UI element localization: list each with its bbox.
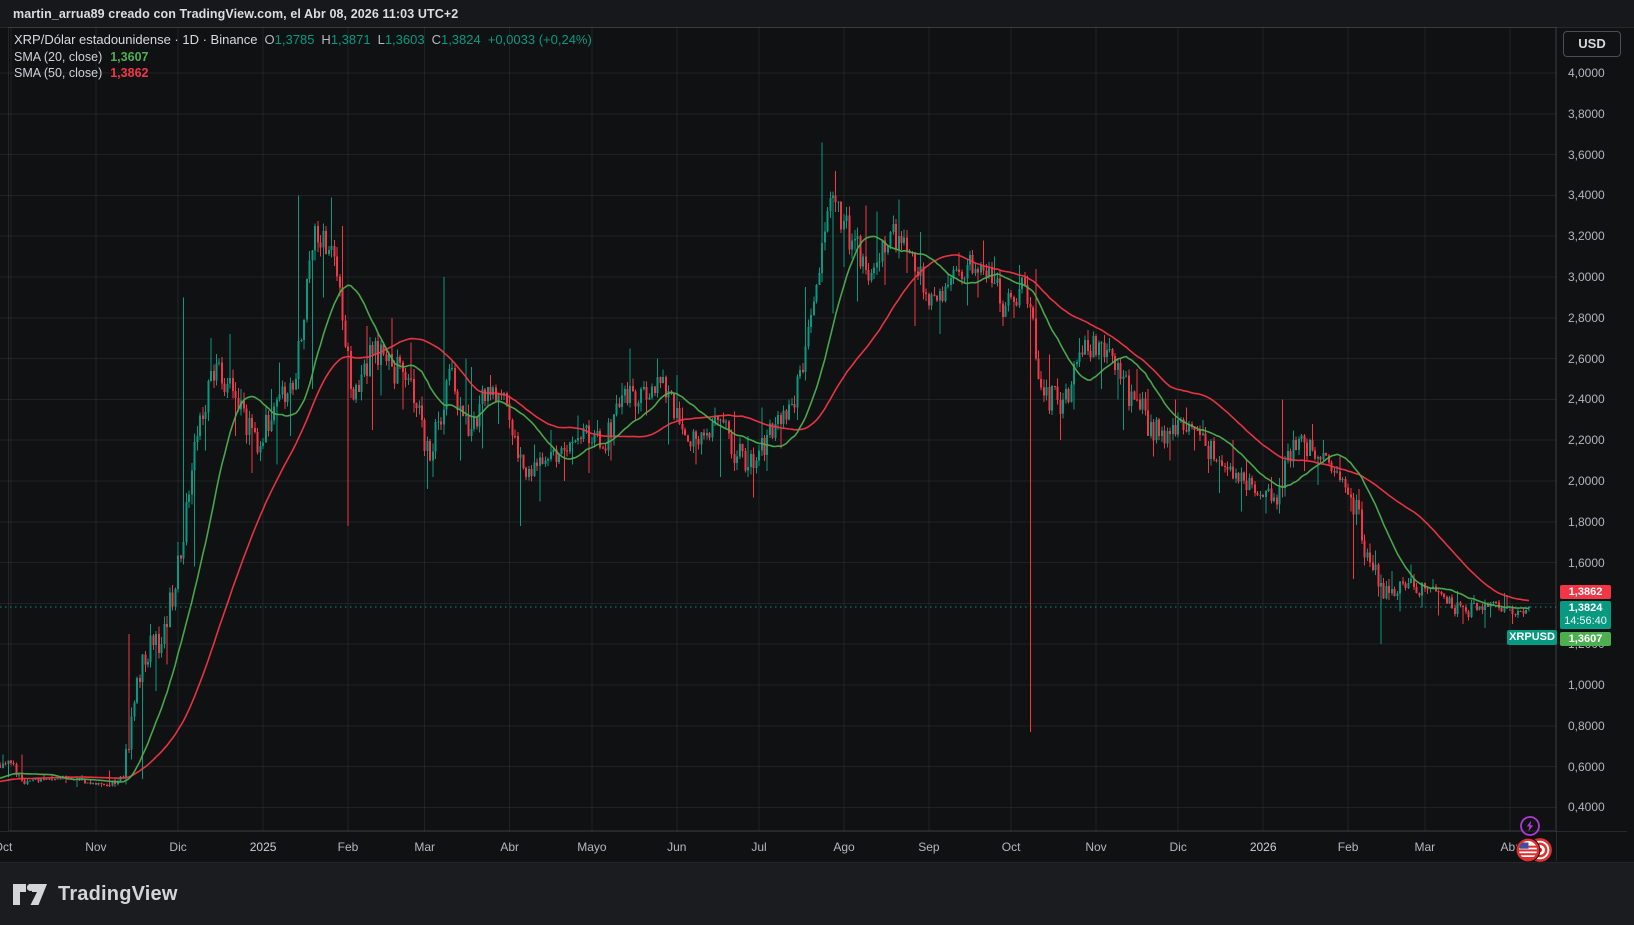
symbol-price-tag: XRPUSD bbox=[1507, 630, 1557, 645]
price-tick-label: 1,8000 bbox=[1568, 514, 1605, 529]
time-tick-label: 2026 bbox=[1249, 840, 1277, 854]
sma20-legend-row[interactable]: SMA (20, close) 1,3607 bbox=[14, 49, 592, 66]
time-tick-label: Sep bbox=[918, 840, 940, 854]
time-tick-label: Jun bbox=[667, 840, 687, 854]
sma20-value: 1,3607 bbox=[110, 49, 149, 64]
high-value: 1,3871 bbox=[330, 32, 371, 47]
price-tick-label: 1,0000 bbox=[1568, 678, 1605, 692]
price-tick-label: 3,0000 bbox=[1568, 270, 1605, 284]
candlestick-chart[interactable] bbox=[0, 27, 1556, 836]
price-tick-label: 2,2000 bbox=[1568, 433, 1605, 448]
price-tick-label: 4,0000 bbox=[1568, 66, 1605, 80]
high-label: H bbox=[321, 32, 331, 47]
chart-widget: XRP/Dólar estadounidense · 1D · Binance O… bbox=[0, 27, 1634, 863]
time-tick-label: Oct bbox=[1001, 840, 1021, 854]
time-tick-label: Nov bbox=[1085, 840, 1107, 854]
time-tick-label: Abr bbox=[500, 840, 520, 854]
close-value: 1,3824 bbox=[440, 32, 481, 47]
bar-countdown: 14:56:40 bbox=[1564, 615, 1607, 627]
attribution-text: martin_arrua89 creado con TradingView.co… bbox=[13, 6, 459, 21]
last-price-value: 1,3824 bbox=[1568, 602, 1603, 614]
price-axis-separator bbox=[1556, 27, 1557, 861]
low-value: 1,3603 bbox=[384, 32, 425, 47]
lightning-reaction-button[interactable] bbox=[1519, 815, 1541, 842]
symbol-title: XRP/Dólar estadounidense · 1D · Binance bbox=[14, 32, 258, 47]
flag-coins-button[interactable] bbox=[1515, 837, 1553, 868]
tradingview-brand-text[interactable]: TradingView bbox=[58, 883, 178, 905]
open-label: O bbox=[264, 32, 275, 47]
sma20-label: SMA (20, close) bbox=[14, 49, 103, 64]
price-tick-label: 3,6000 bbox=[1568, 147, 1605, 162]
time-tick-label: Nov bbox=[85, 840, 107, 854]
price-tick-label: 3,2000 bbox=[1568, 229, 1605, 244]
lightning-icon bbox=[1520, 816, 1540, 836]
time-tick-label: Oct bbox=[0, 840, 13, 854]
chart-legend: XRP/Dólar estadounidense · 1D · Binance O… bbox=[14, 32, 592, 82]
price-tick-label: 2,6000 bbox=[1568, 351, 1605, 366]
price-tick-label: 0,4000 bbox=[1568, 800, 1605, 815]
time-tick-label: Jul bbox=[751, 840, 767, 854]
price-tick-label: 2,0000 bbox=[1568, 474, 1605, 488]
time-tick-label: Mayo bbox=[577, 840, 607, 854]
time-tick-label: Mar bbox=[414, 840, 436, 854]
low-label: L bbox=[377, 32, 385, 47]
attribution-bar: martin_arrua89 creado con TradingView.co… bbox=[0, 0, 1634, 28]
chart-pane[interactable]: XRP/Dólar estadounidense · 1D · Binance O… bbox=[0, 27, 1556, 863]
close-label: C bbox=[431, 32, 441, 47]
last-price-label: 1,3824 14:56:40 bbox=[1560, 601, 1611, 629]
change-value: +0,0033 (+0,24%) bbox=[487, 32, 592, 47]
footer-bar: TradingView bbox=[0, 862, 1634, 925]
price-tick-label: 0,8000 bbox=[1568, 718, 1605, 733]
price-tick-label: 3,8000 bbox=[1568, 106, 1605, 121]
symbol-legend-row[interactable]: XRP/Dólar estadounidense · 1D · Binance O… bbox=[14, 32, 592, 49]
price-axis[interactable]: USD 1,3862 1,3824 14:56:40 1,3607 4,0000… bbox=[1557, 27, 1627, 831]
time-tick-label: Ago bbox=[833, 840, 855, 854]
time-axis[interactable]: Oct Nov Dic 2025 Feb Mar Abr Mayo Jun Jul Ago Sep Oc… bbox=[0, 831, 1627, 863]
time-tick-label: Dic bbox=[169, 840, 187, 854]
sma50-legend-row[interactable]: SMA (50, close) 1,3862 bbox=[14, 65, 592, 82]
sma50-value: 1,3862 bbox=[110, 66, 149, 80]
price-tick-label: 2,4000 bbox=[1568, 392, 1605, 407]
time-tick-label: 2025 bbox=[249, 840, 277, 854]
time-tick-label: Mar bbox=[1414, 840, 1436, 854]
sma50-label: SMA (50, close) bbox=[14, 66, 103, 80]
price-tick-label: 1,6000 bbox=[1568, 555, 1605, 570]
price-tick-label: 2,8000 bbox=[1568, 310, 1605, 325]
time-tick-label: Dic bbox=[1169, 840, 1187, 854]
sma50-price-label: 1,3862 bbox=[1560, 585, 1611, 599]
currency-usd-button[interactable]: USD bbox=[1563, 31, 1621, 57]
time-tick-label: Feb bbox=[1337, 840, 1359, 854]
tradingview-logo-icon[interactable] bbox=[13, 881, 49, 909]
sma20-price-label: 1,3607 bbox=[1560, 631, 1611, 646]
time-tick-label: Abr bbox=[1500, 840, 1520, 854]
time-tick-label: Feb bbox=[337, 840, 359, 854]
price-tick-label: 3,4000 bbox=[1568, 188, 1605, 203]
usd-flag-coin-icon bbox=[1515, 837, 1552, 863]
price-tick-label: 0,6000 bbox=[1568, 759, 1605, 774]
open-value: 1,3785 bbox=[274, 32, 315, 47]
